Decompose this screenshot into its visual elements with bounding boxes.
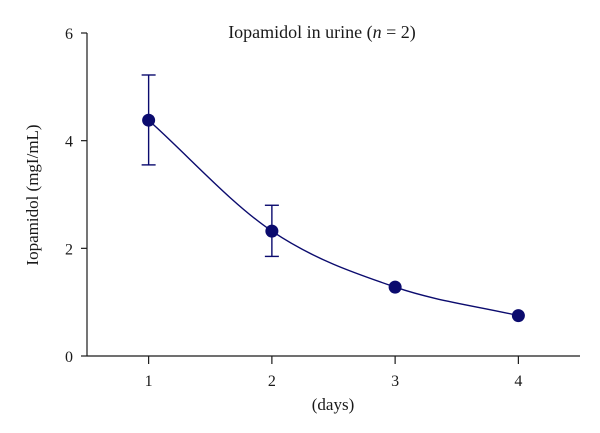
x-axis-ticks: 1 2 3 4 xyxy=(145,356,522,390)
chart-title: Iopamidol in urine (n = 2) xyxy=(228,22,416,43)
fitted-decay-curve xyxy=(148,119,519,317)
data-point xyxy=(265,224,279,238)
y-axis-label: Iopamidol (mgI/mL) xyxy=(23,124,42,265)
x-tick-label: 1 xyxy=(145,373,153,390)
error-bars xyxy=(141,74,279,258)
data-points xyxy=(142,113,525,323)
data-point xyxy=(142,113,156,127)
data-point xyxy=(511,309,525,323)
y-tick-label: 6 xyxy=(65,26,73,43)
x-axis-label: (days) xyxy=(312,395,354,414)
x-tick-label: 3 xyxy=(391,373,399,390)
data-point xyxy=(388,280,402,294)
x-tick-label: 4 xyxy=(514,373,522,390)
y-tick-label: 4 xyxy=(65,134,73,151)
y-axis-ticks: 0 2 4 6 xyxy=(65,26,87,366)
y-tick-label: 0 xyxy=(65,349,73,366)
y-tick-label: 2 xyxy=(65,241,73,258)
x-tick-label: 2 xyxy=(268,373,276,390)
